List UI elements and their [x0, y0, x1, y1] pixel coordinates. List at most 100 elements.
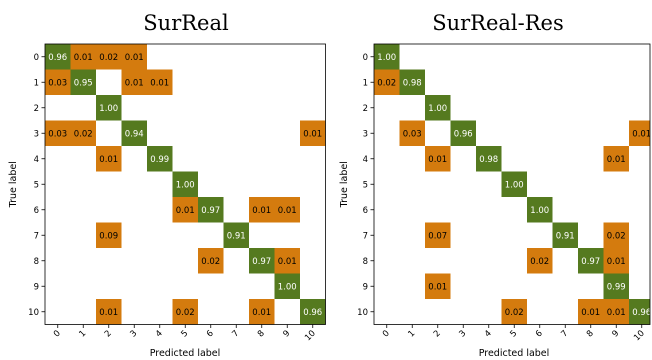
heatmap-cell: [45, 69, 71, 95]
heatmap-cell: [425, 273, 451, 299]
cell-value-label: 0.02: [201, 257, 220, 267]
y-tick-label: 3: [363, 129, 368, 139]
y-tick-label: 2: [34, 104, 39, 114]
cell-value-label: 0.97: [581, 257, 600, 267]
cell-value-label: 0.03: [48, 129, 67, 139]
y-tick-label: 1: [34, 78, 39, 88]
y-tick-label: 3: [34, 129, 39, 139]
cell-value-label: 0.01: [303, 129, 322, 139]
cell-value-label: 0.02: [74, 129, 93, 139]
x-tick-label: 0: [52, 329, 63, 340]
cell-value-label: 0.91: [556, 231, 575, 241]
x-tick-label: 4: [154, 329, 165, 340]
heatmap-cell: [578, 299, 604, 325]
heatmap-cell: [603, 273, 629, 299]
y-tick-label: 4: [363, 155, 368, 165]
cell-value-label: 1.00: [505, 180, 524, 190]
y-tick-label: 2: [363, 104, 368, 114]
y-tick-label: 5: [363, 180, 368, 190]
heatmap-cell: [70, 44, 96, 70]
cell-value-label: 0.96: [454, 129, 473, 139]
heatmap-cell: [425, 222, 451, 248]
heatmap-cell: [274, 273, 300, 299]
heatmap-cell: [399, 69, 425, 95]
heatmap-cell: [527, 197, 553, 223]
cell-value-label: 0.01: [252, 206, 271, 216]
heatmap-cell: [603, 299, 629, 325]
cell-value-label: 0.01: [278, 257, 297, 267]
heatmap-cell: [552, 222, 578, 248]
heatmap-cell: [70, 69, 96, 95]
heatmap-cell: [147, 146, 173, 172]
cell-value-label: 0.01: [428, 155, 447, 165]
cell-value-label: 1.00: [278, 282, 297, 292]
x-tick-label: 0: [381, 329, 392, 340]
heatmap-cell: [147, 69, 173, 95]
heatmap-cell: [96, 299, 122, 325]
cell-value-label: 0.96: [632, 308, 651, 318]
heatmap-cell: [223, 222, 249, 248]
cell-value-label: 0.95: [74, 78, 93, 88]
cell-value-label: 0.02: [505, 308, 524, 318]
cell-value-label: 0.99: [607, 282, 626, 292]
heatmap-cell: [121, 69, 147, 95]
y-tick-label: 6: [363, 206, 368, 216]
x-tick-label: 3: [457, 329, 468, 340]
heatmap-cell: [172, 171, 198, 197]
y-tick-label: 7: [363, 231, 368, 241]
x-tick-label: 6: [534, 329, 545, 340]
heatmap-cell: [96, 95, 122, 121]
cell-value-label: 0.97: [201, 206, 220, 216]
cell-value-label: 0.01: [581, 308, 600, 318]
y-tick-label: 6: [34, 206, 39, 216]
cell-value-label: 0.02: [607, 231, 626, 241]
heatmap-cell: [578, 248, 604, 274]
heatmap-cell: [629, 299, 650, 325]
cell-value-label: 0.91: [227, 231, 246, 241]
cell-value-label: 0.02: [377, 78, 396, 88]
cell-value-label: 0.02: [99, 53, 118, 63]
y-tick-label: 0: [363, 53, 368, 63]
heatmap-cell: [45, 120, 71, 146]
cell-value-label: 0.02: [176, 308, 195, 318]
y-tick-label: 0: [34, 53, 39, 63]
y-axis-label: True label: [339, 161, 350, 208]
x-tick-label: 10: [303, 329, 318, 344]
heatmap-cell: [198, 248, 224, 274]
x-tick-label: 10: [632, 329, 647, 344]
x-tick-label: 2: [103, 329, 114, 340]
cell-value-label: 0.03: [403, 129, 422, 139]
y-tick-label: 1: [363, 78, 368, 88]
cell-value-label: 0.01: [125, 53, 144, 63]
heatmap-cell: [198, 197, 224, 223]
heatmap-cell: [96, 222, 122, 248]
x-tick-label: 4: [483, 329, 494, 340]
cell-value-label: 0.01: [150, 78, 169, 88]
heatmap-cell: [476, 146, 502, 172]
heatmap-cell: [249, 248, 275, 274]
y-tick-label: 7: [34, 231, 39, 241]
x-tick-label: 9: [610, 329, 621, 340]
heatmap-cell: [501, 171, 527, 197]
cell-value-label: 1.00: [176, 180, 195, 190]
cell-value-label: 0.98: [479, 155, 498, 165]
x-tick-label: 8: [585, 329, 596, 340]
x-tick-label: 1: [406, 329, 417, 340]
chart-title: SurReal: [143, 11, 229, 35]
cell-value-label: 0.98: [403, 78, 422, 88]
heatmap-cell: [603, 146, 629, 172]
cell-value-label: 0.01: [428, 282, 447, 292]
heatmap-cell: [603, 248, 629, 274]
cell-value-label: 0.01: [99, 308, 118, 318]
x-tick-label: 1: [77, 329, 88, 340]
cell-value-label: 1.00: [530, 206, 549, 216]
heatmap-cell: [300, 120, 326, 146]
heatmap-cell: [450, 120, 476, 146]
y-tick-label: 9: [34, 282, 39, 292]
heatmap-cell: [121, 44, 147, 70]
cell-value-label: 0.01: [607, 257, 626, 267]
y-tick-label: 10: [28, 308, 39, 318]
cell-value-label: 0.09: [99, 231, 118, 241]
